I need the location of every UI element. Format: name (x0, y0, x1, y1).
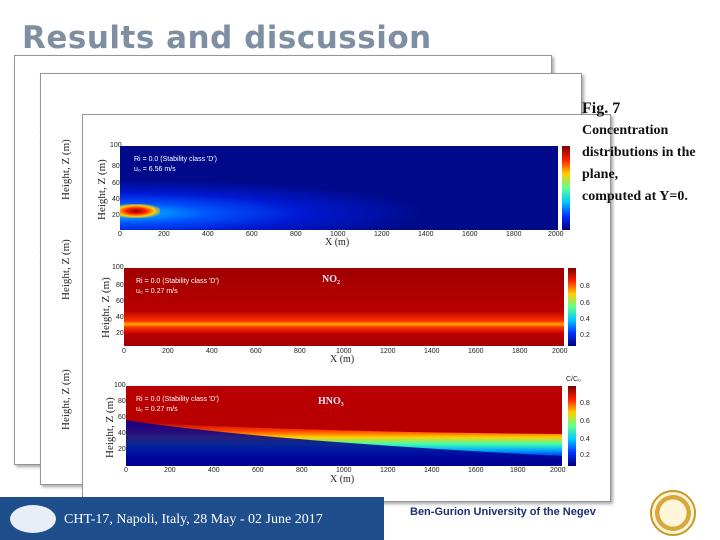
mid-panel-ylabel: Height, Z (m) (100, 277, 112, 338)
bottom-ytick-60: 60 (118, 414, 126, 421)
bottom-panel-plot: HNO₃ Ri = 0.0 (Stability class 'D') u₀ =… (126, 386, 562, 466)
bottom-panel-legend-2: u₀ = 0.27 m/s (136, 406, 178, 413)
bottom-ytick-80: 80 (118, 398, 126, 405)
top-panel-field (120, 146, 558, 230)
university-name: Ben-Gurion University of the Negev (410, 506, 596, 518)
mid-cbar-tick-04: 0.4 (580, 316, 590, 323)
figure-caption: Fig. 7 Concentration distributions in th… (582, 98, 720, 208)
mid-cbar-tick-02: 0.2 (580, 332, 590, 339)
mid-ytick-60: 60 (116, 298, 124, 305)
university-seal-icon (650, 490, 696, 536)
mid-panel-xlabel: X (m) (330, 354, 355, 365)
top-xtick-1600: 1600 (462, 231, 478, 238)
bottom-cbar-tick-04: 0.4 (580, 436, 590, 443)
top-panel-colorbar (562, 146, 570, 230)
mid-xtick-1800: 1800 (512, 348, 528, 355)
top-xtick-1200: 1200 (374, 231, 390, 238)
bottom-xtick-1200: 1200 (380, 467, 396, 474)
mid-ytick-100: 100 (112, 264, 124, 271)
mid-panel-colorbar (568, 268, 576, 346)
top-ytick-100: 100 (110, 142, 122, 149)
bottom-xtick-800: 800 (296, 467, 308, 474)
mid-ytick-20: 20 (116, 330, 124, 337)
top-ytick-80: 80 (112, 163, 120, 170)
top-panel-legend-2: u₀ = 6.56 m/s (134, 166, 176, 173)
bottom-panel-colorbar (568, 386, 576, 466)
footer-bar (0, 497, 384, 540)
bottom-cbar-tick-08: 0.8 (580, 400, 590, 407)
top-xtick-200: 200 (158, 231, 170, 238)
bottom-xtick-200: 200 (164, 467, 176, 474)
mid-cbar-tick-08: 0.8 (580, 283, 590, 290)
bottom-ytick-20: 20 (118, 446, 126, 453)
top-xtick-800: 800 (290, 231, 302, 238)
bottom-ytick-100: 100 (114, 382, 126, 389)
mid-ytick-40: 40 (116, 314, 124, 321)
mid-xtick-400: 400 (206, 348, 218, 355)
bottom-cbar-tick-06: 0.6 (580, 418, 590, 425)
bottom-panel-legend-1: Ri = 0.0 (Stability class 'D') (136, 396, 220, 403)
bottom-xtick-1600: 1600 (468, 467, 484, 474)
top-xtick-0: 0 (118, 231, 122, 238)
top-xtick-1800: 1800 (506, 231, 522, 238)
bottom-xtick-0: 0 (124, 467, 128, 474)
bottom-xtick-600: 600 (252, 467, 264, 474)
caption-line-4: plane, (582, 167, 619, 182)
caption-line-2: Concentration (582, 123, 669, 138)
top-ytick-20: 20 (112, 212, 120, 219)
top-ytick-60: 60 (112, 180, 120, 187)
footer-conference-text: CHT-17, Napoli, Italy, 28 May - 02 June … (64, 512, 323, 527)
bottom-cbar-tick-02: 0.2 (580, 452, 590, 459)
bottom-panel-ylabel: Height, Z (m) (104, 397, 116, 458)
mid-ylabel-2: Height, Z (m) (60, 239, 72, 300)
top-xtick-2000: 2000 (548, 231, 564, 238)
top-panel-ylabel: Height, Z (m) (96, 159, 108, 220)
mid-xtick-1400: 1400 (424, 348, 440, 355)
top-xtick-600: 600 (246, 231, 258, 238)
mid-xtick-0: 0 (122, 348, 126, 355)
caption-line-5: computed at Y=0. (582, 189, 688, 204)
bottom-cbar-label: C/C₀ (566, 376, 581, 383)
top-xtick-1000: 1000 (330, 231, 346, 238)
top-panel-legend-1: Ri = 0.0 (Stability class 'D') (134, 156, 218, 163)
top-ytick-40: 40 (112, 196, 120, 203)
bottom-xtick-400: 400 (208, 467, 220, 474)
slide-title: Results and discussion (22, 20, 432, 56)
bottom-xtick-1400: 1400 (424, 467, 440, 474)
mid-panel-species: NO₂ (322, 274, 340, 285)
mid-xtick-200: 200 (162, 348, 174, 355)
top-xtick-1400: 1400 (418, 231, 434, 238)
mid-panel-legend-1: Ri = 0.0 (Stability class 'D') (136, 278, 220, 285)
bottom-panel-plume (126, 420, 562, 466)
mid-xtick-2000: 2000 (552, 348, 568, 355)
top-xtick-400: 400 (202, 231, 214, 238)
caption-line-3: distributions in the (582, 145, 696, 160)
mid-xtick-1000: 1000 (336, 348, 352, 355)
mid-panel-field (124, 268, 564, 346)
mid-panel-legend-2: u₀ = 0.27 m/s (136, 288, 178, 295)
mid-ylabel-3: Height, Z (m) (60, 369, 72, 430)
top-panel-xlabel: X (m) (325, 237, 350, 248)
conference-logo-icon (10, 505, 56, 533)
mid-ytick-80: 80 (116, 282, 124, 289)
caption-line-1: Fig. 7 (582, 100, 621, 117)
bottom-panel-species: HNO₃ (318, 396, 344, 407)
top-panel-plot: Ri = 0.0 (Stability class 'D') u₀ = 6.56… (120, 146, 558, 230)
bottom-xtick-1000: 1000 (336, 467, 352, 474)
top-panel-source (120, 204, 160, 218)
mid-cbar-tick-06: 0.6 (580, 300, 590, 307)
bottom-ytick-40: 40 (118, 430, 126, 437)
bottom-xtick-1800: 1800 (510, 467, 526, 474)
mid-xtick-800: 800 (294, 348, 306, 355)
mid-panel-plot: NO₂ Ri = 0.0 (Stability class 'D') u₀ = … (124, 268, 564, 346)
mid-xtick-1200: 1200 (380, 348, 396, 355)
mid-xtick-1600: 1600 (468, 348, 484, 355)
mid-xtick-600: 600 (250, 348, 262, 355)
mid-ylabel: Height, Z (m) (60, 139, 72, 200)
bottom-xtick-2000: 2000 (550, 467, 566, 474)
bottom-panel-xlabel: X (m) (330, 474, 355, 485)
